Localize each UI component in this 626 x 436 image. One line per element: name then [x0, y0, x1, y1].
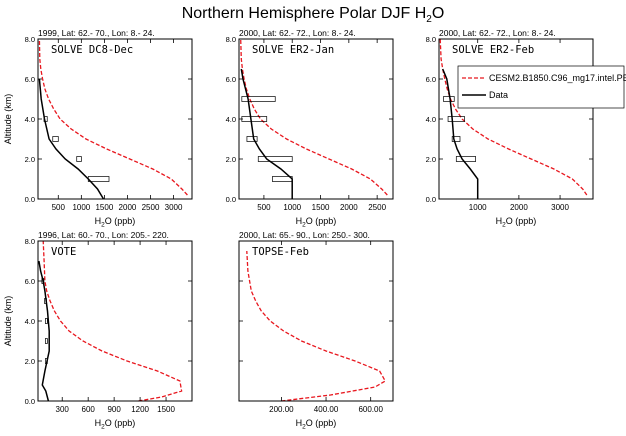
legend-data-label: Data: [489, 90, 508, 100]
data-range-box: [87, 176, 110, 182]
y-tick-label: 6.0: [25, 75, 35, 84]
data-range-box: [443, 96, 455, 102]
panel-2: 2000, Lat: 62.- 72., Lon: 8.- 24. 500 1000…: [226, 28, 394, 229]
x-tick-label: 2000: [340, 203, 358, 212]
x-tick-label: 500: [257, 203, 271, 212]
y-tick-label: 2.0: [226, 155, 236, 164]
model-profile-line: [246, 250, 387, 402]
y-tick-label: 4.0: [226, 115, 236, 124]
data-range-box: [272, 176, 293, 182]
y-tick-label: 2.0: [25, 155, 35, 164]
x-axis-label: H2O (ppb): [496, 216, 537, 229]
model-profile-line: [38, 38, 188, 196]
data-range-box: [76, 156, 82, 162]
panel-3: 2000, Lat: 62.- 72., Lon: 8.- 24. 1000 200…: [426, 28, 626, 229]
y-tick-label: 2.0: [25, 357, 35, 366]
plot-frame: [238, 240, 394, 402]
campaign-label: SOLVE ER2-Jan: [252, 44, 334, 56]
y-tick-label: 8.0: [25, 237, 35, 246]
x-tick-label: 3000: [165, 203, 183, 212]
y-tick-label: 4.0: [25, 115, 35, 124]
data-profile-line: [240, 68, 293, 199]
x-tick-label: 400.00: [314, 405, 339, 414]
panel-header: 2000, Lat: 62.- 72., Lon: 8.- 24.: [239, 28, 356, 38]
panel-header: 2000, Lat: 62.- 72., Lon: 8.- 24.: [439, 28, 556, 38]
campaign-label: TOPSE-Feb: [252, 246, 309, 258]
y-axis-label: Altitude (km): [3, 296, 13, 347]
x-tick-label: 2000: [119, 203, 137, 212]
x-tick-label: 1000: [72, 203, 90, 212]
data-range-box: [246, 136, 258, 142]
panel-header: 1996, Lat: 60.- 70., Lon: 205.- 220.: [38, 230, 169, 240]
data-range-box: [45, 338, 48, 344]
panel-5: 2000, Lat: 65.- 90., Lon: 250.- 300. 200.…: [238, 230, 394, 431]
x-tick-label: 1500: [95, 203, 113, 212]
y-tick-label: 0.0: [25, 397, 35, 406]
panel-1: 1999, Lat: 62.- 70., Lon: 8.- 24. 500 1000…: [3, 28, 193, 229]
x-axis-label: H2O (ppb): [296, 216, 337, 229]
x-axis-label: H2O (ppb): [95, 418, 136, 431]
data-profile-line: [38, 78, 105, 200]
legend-box: [457, 65, 625, 109]
x-tick-label: 1500: [157, 405, 175, 414]
data-profile-line: [442, 68, 479, 199]
y-tick-label: 0.0: [226, 195, 236, 204]
y-tick-label: 4.0: [25, 317, 35, 326]
data-range-box: [241, 96, 276, 102]
legend-model-label: CESM2.B1850.C96_mg17.intel.PE: [489, 73, 626, 83]
y-tick-label: 6.0: [426, 75, 436, 84]
panel-4: 1996, Lat: 60.- 70., Lon: 205.- 220. 300 6…: [3, 230, 193, 431]
plot-frame: [37, 38, 193, 200]
x-tick-label: 3000: [551, 203, 569, 212]
panel-header: 2000, Lat: 65.- 90., Lon: 250.- 300.: [239, 230, 370, 240]
legend: CESM2.B1850.C96_mg17.intel.PE Data: [457, 65, 626, 109]
x-tick-label: 2000: [510, 203, 528, 212]
data-range-box: [43, 116, 48, 122]
x-axis-label: H2O (ppb): [95, 216, 136, 229]
figure-title: Northern Hemisphere Polar DJF H2O: [182, 5, 445, 25]
x-tick-label: 600.00: [358, 405, 383, 414]
x-tick-label: 600: [82, 405, 96, 414]
y-tick-label: 8.0: [226, 35, 236, 44]
x-tick-label: 1200: [131, 405, 149, 414]
campaign-label: SOLVE DC8-Dec: [51, 44, 133, 56]
x-axis-label: H2O (ppb): [296, 418, 337, 431]
data-range-box: [455, 156, 476, 162]
x-tick-label: 500: [52, 203, 66, 212]
panel-header: 1999, Lat: 62.- 70., Lon: 8.- 24.: [38, 28, 155, 38]
y-tick-label: 0.0: [25, 195, 35, 204]
y-tick-label: 4.0: [426, 115, 436, 124]
x-tick-label: 300: [56, 405, 70, 414]
x-tick-label: 1000: [469, 203, 487, 212]
y-tick-label: 6.0: [226, 75, 236, 84]
data-range-box: [52, 136, 59, 142]
campaign-label: SOLVE ER2-Feb: [452, 44, 534, 56]
x-tick-label: 2500: [368, 203, 386, 212]
model-profile-line: [439, 38, 588, 196]
y-tick-label: 6.0: [25, 277, 35, 286]
data-profile-line: [38, 260, 50, 402]
data-range-box: [44, 298, 47, 304]
plot-frame: [238, 38, 394, 200]
x-tick-label: 200.00: [269, 405, 294, 414]
y-tick-label: 2.0: [426, 155, 436, 164]
data-range-box: [45, 318, 48, 324]
x-tick-label: 1500: [312, 203, 330, 212]
x-tick-label: 1000: [283, 203, 301, 212]
y-axis-label: Altitude (km): [3, 94, 13, 145]
x-tick-label: 2500: [142, 203, 160, 212]
campaign-label: VOTE: [51, 246, 76, 258]
y-tick-label: 8.0: [426, 35, 436, 44]
model-profile-line: [240, 38, 388, 196]
data-range-box: [451, 136, 461, 142]
data-range-box: [257, 156, 293, 162]
model-profile-line: [42, 240, 183, 402]
x-tick-label: 900: [107, 405, 121, 414]
y-tick-label: 8.0: [25, 35, 35, 44]
y-tick-label: 0.0: [426, 195, 436, 204]
data-range-box: [447, 116, 465, 122]
data-range-box: [45, 358, 48, 364]
